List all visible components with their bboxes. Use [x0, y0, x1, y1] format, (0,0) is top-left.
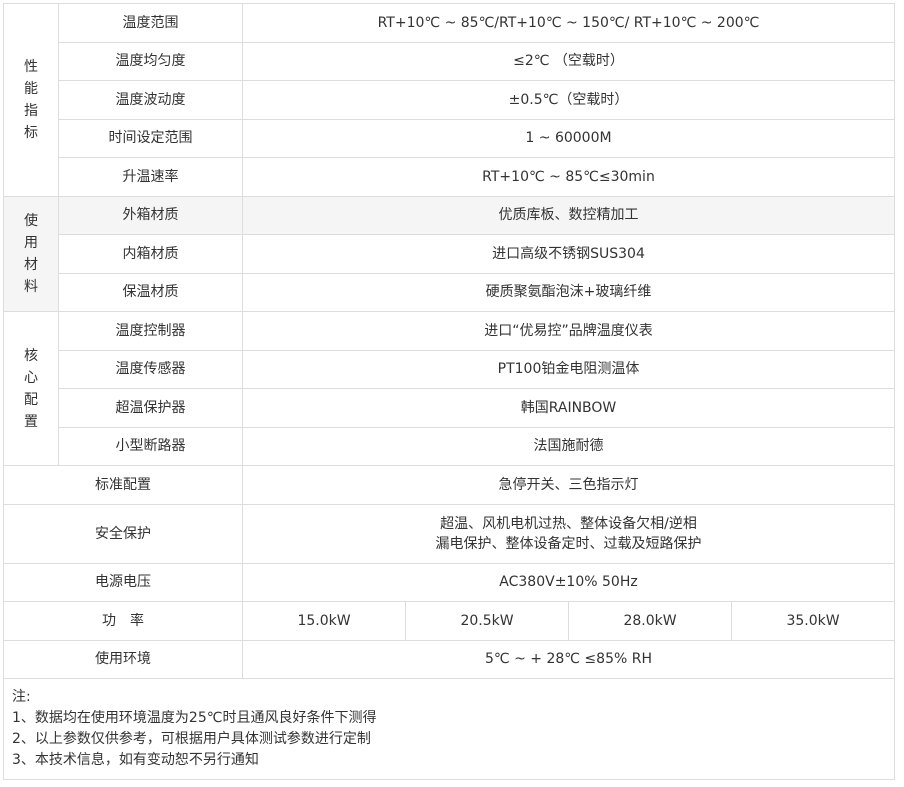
environment-row: 使用环境 5℃ ~ + 28℃ ≤85% RH [3, 639, 895, 679]
param-name: 使用环境 [3, 639, 243, 679]
power-row: 功 率 15.0kW 20.5kW 28.0kW 35.0kW [3, 601, 895, 641]
table-row: 使用材料 外箱材质 优质库板、数控精加工 [3, 195, 895, 312]
param-value: ≤2℃ （空载时） [242, 41, 895, 81]
notes: 注: 1、数据均在使用环境温度为25℃时且通风良好条件下测得 2、以上参数仅供参考，… [3, 678, 895, 780]
param-value: RT+10℃ ~ 85℃/RT+10℃ ~ 150℃/ RT+10℃ ~ 200… [242, 3, 895, 43]
table-row: 温度传感器 PT100铂金电阻测温体 [4, 349, 895, 389]
note-line: 3、本技术信息，如有变动恕不另行通知 [12, 752, 259, 768]
param-name: 外箱材质 [58, 195, 243, 235]
param-name: 电源电压 [3, 562, 243, 602]
param-name: 时间设定范围 [58, 118, 243, 158]
param-value: 急停开关、三色指示灯 [242, 465, 895, 505]
param-value: 进口“优易控”品牌温度仪表 [242, 311, 895, 351]
param-name: 功 率 [3, 601, 243, 641]
safety-line: 超温、风机电机过热、整体设备欠相/逆相 [440, 515, 697, 532]
note-line: 2、以上参数仅供参考，可根据用户具体测试参数进行定制 [12, 731, 371, 747]
param-name: 超温保护器 [58, 388, 243, 428]
table-row: 时间设定范围 1 ~ 60000M [4, 118, 895, 158]
power-value: 28.0kW [568, 601, 732, 641]
power-value: 15.0kW [242, 601, 406, 641]
standard-row: 标准配置 急停开关、三色指示灯 [3, 465, 895, 505]
param-name: 温度均匀度 [58, 41, 243, 81]
param-value: RT+10℃ ~ 85℃≤30min [242, 157, 895, 197]
param-value: 超温、风机电机过热、整体设备欠相/逆相 漏电保护、整体设备定时、过载及短路保护 [242, 503, 895, 564]
note-line: 1、数据均在使用环境温度为25℃时且通风良好条件下测得 [12, 710, 377, 726]
param-name: 温度范围 [58, 3, 243, 43]
param-name: 温度波动度 [58, 80, 243, 120]
table-row: 内箱材质 进口高级不锈钢SUS304 [4, 234, 895, 274]
param-value: PT100铂金电阻测温体 [242, 349, 895, 389]
table-row: 小型断路器 法国施耐德 [4, 426, 895, 466]
group-label: 使用材料 [3, 195, 59, 312]
notes-row: 注: 1、数据均在使用环境温度为25℃时且通风良好条件下测得 2、以上参数仅供参考，… [3, 678, 895, 780]
table-row: 性能指标 温度范围 RT+10℃ ~ 85℃/RT+10℃ ~ 150℃/ RT+1… [3, 3, 895, 197]
param-name: 升温速率 [58, 157, 243, 197]
param-name: 温度控制器 [58, 311, 243, 351]
safety-row: 安全保护 超温、风机电机过热、整体设备欠相/逆相 漏电保护、整体设备定时、过载及短路… [3, 503, 895, 564]
param-value: 5℃ ~ + 28℃ ≤85% RH [242, 639, 895, 679]
param-name: 保温材质 [58, 272, 243, 312]
note-line: 注: [12, 689, 31, 705]
table-row: 温度波动度 ±0.5℃（空载时） [4, 80, 895, 120]
param-name: 标准配置 [3, 465, 243, 505]
param-value: AC380V±10% 50Hz [242, 562, 895, 602]
voltage-row: 电源电压 AC380V±10% 50Hz [3, 562, 895, 602]
power-value: 35.0kW [731, 601, 895, 641]
param-name: 内箱材质 [58, 234, 243, 274]
param-name: 小型断路器 [58, 426, 243, 466]
param-value: 法国施耐德 [242, 426, 895, 466]
table-row: 核心配置 温度控制器 进口“优易控”品牌温度仪表 [3, 311, 895, 466]
power-value: 20.5kW [405, 601, 569, 641]
param-value: 1 ~ 60000M [242, 118, 895, 158]
param-value: 硬质聚氨酯泡沫+玻璃纤维 [242, 272, 895, 312]
group-label: 核心配置 [3, 311, 59, 466]
param-value: 进口高级不锈钢SUS304 [242, 234, 895, 274]
param-value: 优质库板、数控精加工 [242, 195, 895, 235]
spec-table: 性能指标 温度范围 RT+10℃ ~ 85℃/RT+10℃ ~ 150℃/ RT+1… [3, 3, 895, 780]
param-name: 安全保护 [3, 503, 243, 564]
param-value: 韩国RAINBOW [242, 388, 895, 428]
table-row: 升温速率 RT+10℃ ~ 85℃≤30min [4, 157, 895, 197]
group-label: 性能指标 [3, 3, 59, 197]
table-row: 保温材质 硬质聚氨酯泡沫+玻璃纤维 [4, 272, 895, 312]
table-row: 超温保护器 韩国RAINBOW [4, 388, 895, 428]
safety-line: 漏电保护、整体设备定时、过载及短路保护 [435, 535, 702, 552]
table-row: 温度均匀度 ≤2℃ （空载时） [4, 41, 895, 81]
param-name: 温度传感器 [58, 349, 243, 389]
param-value: ±0.5℃（空载时） [242, 80, 895, 120]
